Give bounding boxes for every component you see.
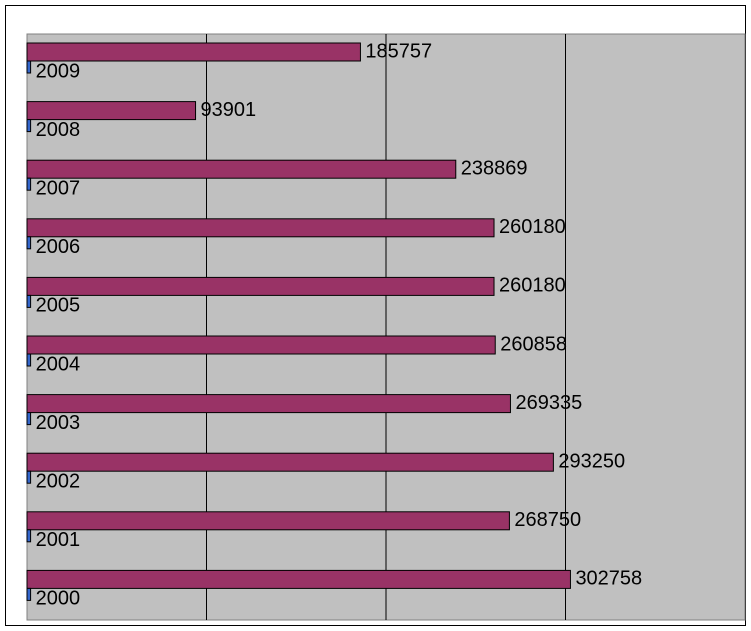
- data-label: 302758: [575, 568, 642, 590]
- bar: [26, 218, 495, 238]
- data-label: 2002: [36, 470, 81, 492]
- data-label: 268750: [514, 509, 581, 531]
- data-label: 2001: [36, 529, 81, 551]
- bar: [26, 511, 510, 531]
- bar: [26, 335, 496, 355]
- data-label: 93901: [201, 99, 257, 121]
- bar: [26, 159, 457, 179]
- bar: [26, 412, 32, 426]
- bar: [26, 236, 32, 250]
- bar: [26, 529, 32, 543]
- data-label: 293250: [558, 450, 625, 472]
- data-label: 2000: [36, 588, 80, 610]
- data-label: 260858: [500, 333, 567, 355]
- data-label: 2008: [36, 119, 80, 141]
- bar: [26, 569, 571, 589]
- data-label: 2005: [36, 295, 81, 317]
- bar: [26, 177, 32, 191]
- bar: [26, 60, 32, 74]
- data-label: 2003: [36, 412, 80, 434]
- bar: [26, 353, 32, 367]
- data-label: 185757: [365, 40, 432, 62]
- bar: [26, 119, 32, 133]
- data-label: 2009: [36, 60, 81, 82]
- data-label: 238869: [461, 157, 528, 179]
- data-label: 269335: [515, 392, 582, 414]
- bar: [26, 101, 197, 121]
- bar: [26, 394, 511, 414]
- data-label: 2007: [36, 177, 81, 199]
- bar: [26, 294, 32, 308]
- data-label: 260180: [499, 216, 566, 238]
- bar: [26, 42, 361, 62]
- data-label: 260180: [499, 275, 566, 297]
- bar: [26, 587, 32, 601]
- data-label: 2004: [36, 353, 81, 375]
- bar: [26, 452, 554, 472]
- data-label: 2006: [36, 236, 81, 258]
- bar: [26, 276, 495, 296]
- bar: [26, 470, 32, 484]
